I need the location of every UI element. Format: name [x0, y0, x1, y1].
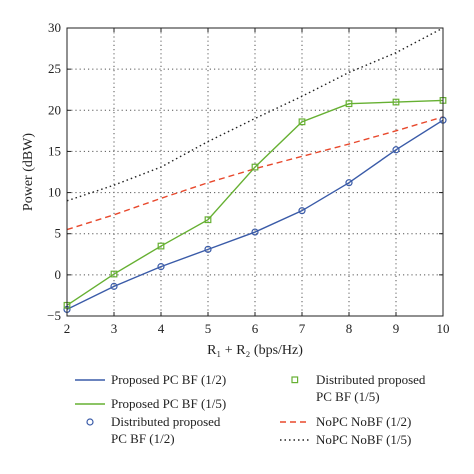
legend-label: NoPC NoBF (1/2) [316, 414, 411, 429]
legend-label: Distributed proposed [111, 414, 221, 429]
data-point-square [345, 100, 353, 108]
legend-entry: Distributed proposed PC BF (1/5) [291, 372, 426, 404]
data-point-square [392, 98, 400, 106]
y-tick-label: 30 [48, 20, 61, 35]
legend-entry: Distributed proposed PC BF (1/2) [86, 414, 221, 446]
x-tick-label: 4 [158, 321, 165, 336]
legend: Proposed PC BF (1/2) Distributed proposed… [75, 372, 426, 447]
x-tick-label: 6 [252, 321, 259, 336]
legend-label: Proposed PC BF (1/5) [111, 396, 226, 411]
data-point-square [110, 270, 118, 278]
data-point-circle [204, 245, 212, 253]
y-tick-label: 15 [48, 143, 61, 158]
legend-entry: Proposed PC BF (1/5) [75, 396, 226, 411]
data-point-circle [110, 282, 118, 290]
x-tick-label: 8 [346, 321, 353, 336]
data-point-square [157, 242, 165, 250]
y-axis-label: Power (dBW) [21, 133, 36, 211]
x-tick-label: 9 [393, 321, 400, 336]
x-tick-label: 5 [205, 321, 212, 336]
y-tick-label: −5 [47, 308, 61, 323]
legend-label-continued: PC BF (1/2) [111, 431, 175, 446]
data-point-circle [392, 146, 400, 154]
x-tick-label: 10 [437, 321, 450, 336]
x-tick-label: 3 [111, 321, 118, 336]
legend-label: NoPC NoBF (1/5) [316, 432, 411, 447]
legend-swatch [86, 418, 94, 426]
legend-label: Proposed PC BF (1/2) [111, 372, 226, 387]
legend-swatch [291, 376, 299, 384]
legend-entry: NoPC NoBF (1/5) [280, 432, 411, 447]
y-tick-label: 20 [48, 102, 61, 117]
data-point-square [251, 163, 259, 171]
legend-label-continued: PC BF (1/5) [316, 389, 380, 404]
data-point-square [298, 118, 306, 126]
grid [67, 28, 443, 316]
series-lines [66, 27, 444, 311]
x-axis-label: R₁ + R₂ (bps/Hz) [207, 343, 303, 358]
y-tick-label: 10 [48, 185, 61, 200]
x-tick-label: 2 [64, 321, 71, 336]
x-tick-label: 7 [299, 321, 306, 336]
data-point-circle [298, 207, 306, 215]
y-tick-label: 25 [48, 61, 61, 76]
axis-ticks: 2 3 4 5 6 7 8 9 10 −5 0 5 10 15 20 25 30 [47, 20, 449, 336]
data-point-square [204, 216, 212, 224]
series-line-4 [66, 116, 444, 231]
series-line-0 [66, 119, 444, 311]
legend-entry: NoPC NoBF (1/2) [280, 414, 411, 429]
y-tick-label: 0 [55, 267, 62, 282]
data-point-circle [157, 263, 165, 271]
legend-entry: Proposed PC BF (1/2) [75, 372, 226, 387]
data-point-circle [345, 179, 353, 187]
legend-label: Distributed proposed [316, 372, 426, 387]
series-line-1 [66, 99, 444, 306]
data-point-circle [251, 228, 259, 236]
y-tick-label: 5 [55, 226, 62, 241]
